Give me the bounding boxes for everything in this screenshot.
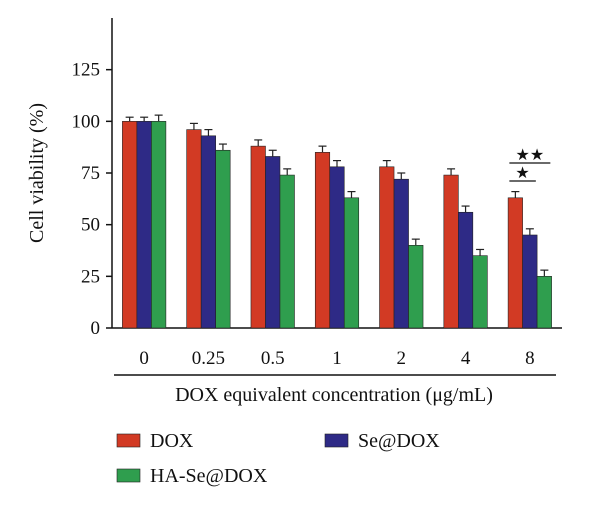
bar (472, 255, 488, 329)
x-axis-label: DOX equivalent concentration (μg/mL) (175, 384, 493, 406)
y-tick-label: 125 (72, 60, 101, 81)
y-tick-label: 75 (81, 163, 100, 184)
bar (443, 174, 459, 329)
bar (122, 121, 138, 329)
bar (458, 211, 474, 329)
plot-area: 0 25 50 75 100 125 0 0.25 0.5 1 2 4 8 ★★★ (72, 18, 562, 376)
significance-marker: ★ (515, 163, 529, 182)
bar (250, 145, 266, 329)
y-tick-label: 25 (81, 266, 100, 287)
x-tick-label: 0 (139, 348, 149, 369)
bar (408, 245, 424, 329)
bar (151, 121, 167, 329)
bar (215, 149, 231, 329)
y-tick-label: 100 (72, 111, 101, 132)
bar (379, 166, 395, 329)
bar (507, 197, 523, 329)
bar (314, 152, 331, 329)
bar (522, 234, 538, 329)
x-tick-label: 8 (525, 348, 535, 369)
legend-label: Se@DOX (358, 430, 440, 452)
significance-marker: ★★ (516, 145, 545, 164)
bar (536, 276, 552, 329)
legend-swatch (324, 433, 349, 448)
bar (393, 178, 409, 329)
bar (343, 197, 360, 329)
x-tick-label: 0.5 (261, 348, 285, 369)
bar (329, 166, 345, 329)
legend-swatch (116, 433, 141, 448)
y-tick-label: 50 (81, 215, 100, 236)
x-tick-label: 4 (461, 348, 471, 369)
legend-swatch (116, 468, 141, 483)
bar (265, 156, 281, 329)
legend-label: HA-Se@DOX (150, 465, 268, 487)
y-axis-label: Cell viability (%) (26, 103, 48, 243)
bar (279, 174, 295, 329)
legend: DOX Se@DOX HA-Se@DOX (116, 430, 440, 487)
bar (186, 129, 202, 329)
bar (136, 121, 152, 329)
y-tick-label: 0 (91, 318, 101, 339)
x-tick-label: 0.25 (192, 348, 225, 369)
x-tick-label: 2 (397, 348, 407, 369)
x-tick-label: 1 (332, 348, 342, 369)
bar (200, 135, 216, 329)
legend-label: DOX (150, 430, 194, 452)
